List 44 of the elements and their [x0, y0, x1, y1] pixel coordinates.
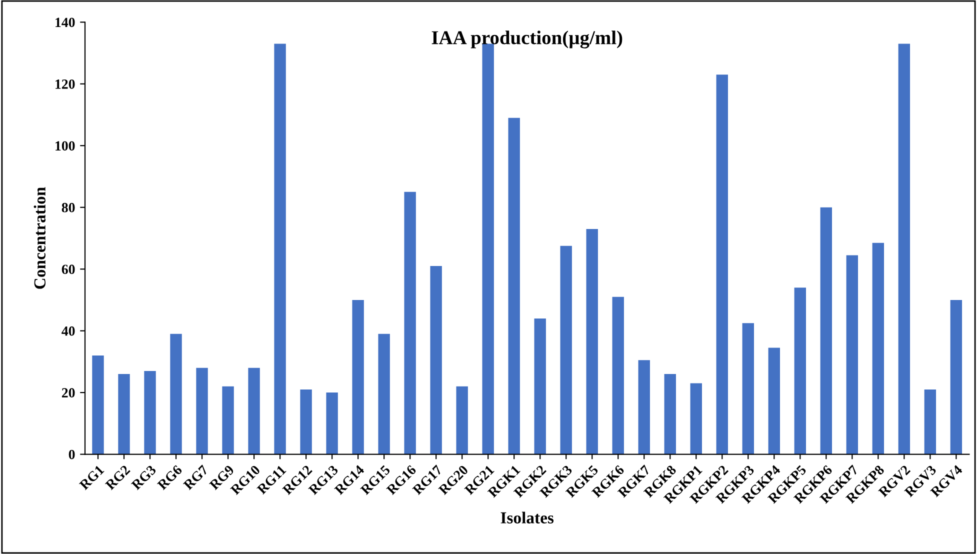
bar [742, 323, 754, 454]
y-tick-label: 100 [56, 141, 75, 151]
bar [638, 360, 650, 454]
x-axis-title: Isolates [500, 512, 554, 524]
bar [846, 255, 858, 454]
bar [378, 334, 390, 454]
y-tick-label: 140 [56, 18, 75, 28]
bar [612, 296, 624, 454]
bar [924, 389, 936, 454]
bar [300, 389, 312, 454]
bar [352, 300, 364, 454]
bar [404, 192, 416, 454]
bar [222, 386, 234, 454]
y-tick-label: 120 [56, 79, 75, 89]
bar [326, 392, 338, 454]
bar [872, 242, 884, 454]
y-tick-label: 80 [62, 202, 75, 212]
bar [690, 383, 702, 454]
bar [534, 318, 546, 454]
bar [456, 386, 468, 454]
bar [586, 228, 598, 454]
chart-title: IAA production(µg/ml) [432, 30, 622, 48]
bar [508, 118, 520, 454]
bar [768, 348, 780, 454]
bar [118, 374, 130, 454]
bar [898, 44, 910, 454]
y-tick-label: 40 [62, 326, 75, 336]
bar [430, 266, 442, 454]
bar [248, 368, 260, 454]
bar [560, 246, 572, 454]
bar [950, 300, 962, 454]
y-tick-label: 0 [68, 450, 75, 460]
bar [820, 207, 832, 454]
bar [664, 374, 676, 454]
y-tick-label: 60 [62, 264, 75, 274]
y-axis-title: Concentration [34, 187, 46, 289]
bar [274, 44, 286, 454]
bar [170, 334, 182, 454]
bar [92, 356, 104, 454]
bar [716, 74, 728, 454]
bar [144, 370, 156, 454]
bar [794, 288, 806, 454]
y-tick-label: 20 [62, 388, 75, 398]
bar [196, 368, 208, 454]
